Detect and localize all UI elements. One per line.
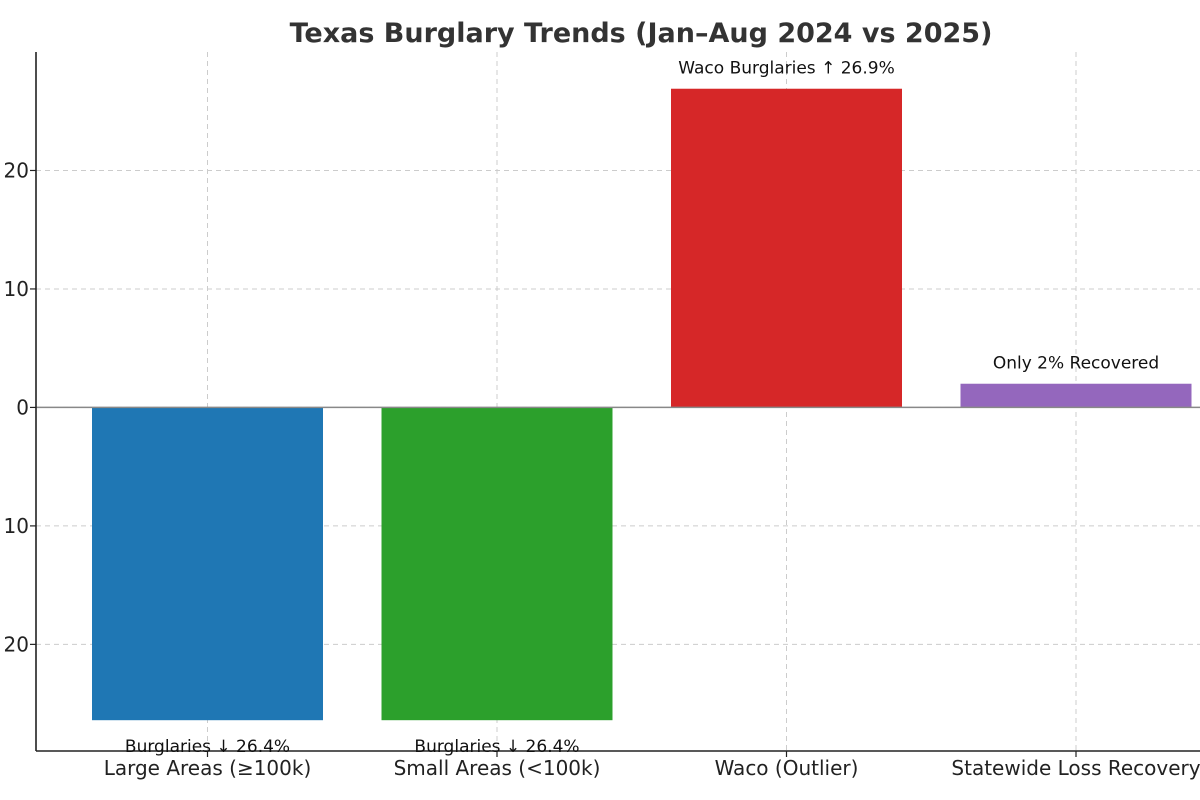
axes — [35, 52, 1200, 752]
y-ticks: 20 10 0 10 20 — [4, 158, 36, 656]
chart-title: Texas Burglary Trends (Jan–Aug 2024 vs 2… — [290, 18, 993, 49]
y-tick-label: 0 — [16, 395, 29, 419]
bar — [960, 383, 1192, 408]
bar-annotation: Only 2% Recovered — [993, 354, 1159, 374]
y-tick-label: 10 — [4, 277, 29, 301]
bar-annotation: Burglaries ↓ 26.4% — [414, 737, 579, 757]
bar-annotation: Burglaries ↓ 26.4% — [125, 737, 290, 757]
bars — [92, 88, 1192, 721]
y-tick-label: 20 — [4, 158, 29, 182]
bar — [92, 407, 323, 721]
y-tick-label: 10 — [4, 514, 29, 538]
bar — [381, 407, 613, 721]
x-tick-label: Waco (Outlier) — [715, 756, 859, 780]
x-tick-label: Small Areas (<100k) — [394, 756, 601, 780]
x-tick-label: Statewide Loss Recovery — [951, 756, 1200, 780]
bar — [671, 88, 902, 408]
bar-annotations: Burglaries ↓ 26.4% Burglaries ↓ 26.4% Waco… — [125, 59, 1159, 757]
bar-annotation: Waco Burglaries ↑ 26.9% — [678, 59, 894, 79]
x-ticks: Large Areas (≥100k) Small Areas (<100k) Wa… — [104, 751, 1200, 780]
x-tick-label: Large Areas (≥100k) — [104, 756, 312, 780]
y-tick-label: 20 — [4, 632, 29, 656]
